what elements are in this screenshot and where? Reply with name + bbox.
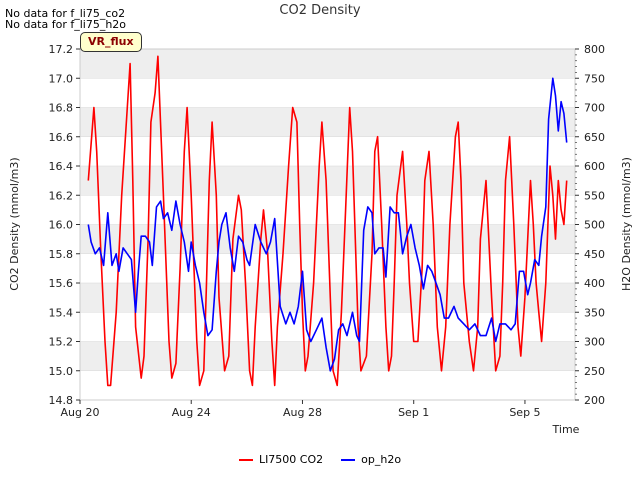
y-tick-label-left: 16.8 [49,102,74,115]
y-tick-label-left: 14.8 [49,394,74,407]
y-tick-label-left: 15.8 [49,248,74,261]
y-tick-label-left: 15.2 [49,336,74,349]
y-tick-label-right: 250 [584,365,605,378]
y-tick-label-right: 600 [584,160,605,173]
y-tick-label-right: 400 [584,277,605,290]
plot-bands [80,49,575,371]
legend-item-h2o: op_h2o [341,453,401,466]
y-axis-label-left: CO2 Density (mmol/m3) [8,157,21,290]
y-tick-label-left: 16.4 [49,160,74,173]
legend-item-co2: LI7500 CO2 [238,453,324,466]
y-tick-label-left: 17.2 [49,43,74,56]
y-tick-label-left: 15.0 [49,365,74,378]
y-axis-right: 200 250 300 350 400 450 500 550 600 650 700 750 800 [575,43,605,407]
y-axis-label-right: H2O Density (mmol/m3) [620,157,633,291]
x-tick-label: Aug 24 [172,406,211,419]
series-line-co2 [87,55,568,387]
plot-band [80,166,575,196]
series-line-h2o [87,77,568,372]
y-tick-label-left: 16.2 [49,189,74,202]
y-tick-label-right: 300 [584,336,605,349]
y-tick-label-right: 200 [584,394,605,407]
chart-title: CO2 Density [279,3,361,18]
legend-label-co2: LI7500 CO2 [258,453,324,466]
y-tick-label-right: 800 [584,43,605,56]
y-tick-label-left: 15.6 [49,277,74,290]
y-tick-label-right: 350 [584,306,605,319]
y-tick-label-right: 550 [584,189,605,202]
y-tick-label-left: 15.4 [49,306,74,319]
x-axis-label: Time [552,423,580,436]
y-tick-label-right: 450 [584,248,605,261]
no-data-note-co2: No data for f_li75_co2 [5,7,126,20]
x-tick-label: Aug 20 [61,406,100,419]
x-tick-label: Sep 1 [398,406,429,419]
y-tick-label-right: 500 [584,219,605,232]
x-tick-label: Sep 5 [509,406,540,419]
y-tick-label-right: 750 [584,72,605,85]
x-axis: Aug 20 Aug 24 Aug 28 Sep 1 Sep 5 [61,400,541,419]
site-badge: VR_flux [80,32,142,52]
plot-band [80,107,575,137]
y-tick-label-left: 16.6 [49,131,74,144]
plot-band [80,283,575,313]
y-axis-left: 14.8 15.0 15.2 15.4 15.6 15.8 16.0 16.2 16.4 16.6… [49,43,80,407]
y-tick-label-left: 16.0 [49,219,74,232]
legend-swatch-h2o [341,458,356,461]
no-data-note-h2o: No data for f_li75_h2o [5,18,127,31]
legend-swatch-co2 [238,458,253,461]
legend: LI7500 CO2 op_h2o [0,453,640,466]
plot-band [80,49,575,79]
x-tick-label: Aug 28 [283,406,322,419]
legend-label-h2o: op_h2o [361,453,402,466]
y-tick-label-right: 700 [584,102,605,115]
series-layer [87,55,568,387]
y-tick-label-left: 17.0 [49,72,74,85]
y-tick-label-right: 650 [584,131,605,144]
